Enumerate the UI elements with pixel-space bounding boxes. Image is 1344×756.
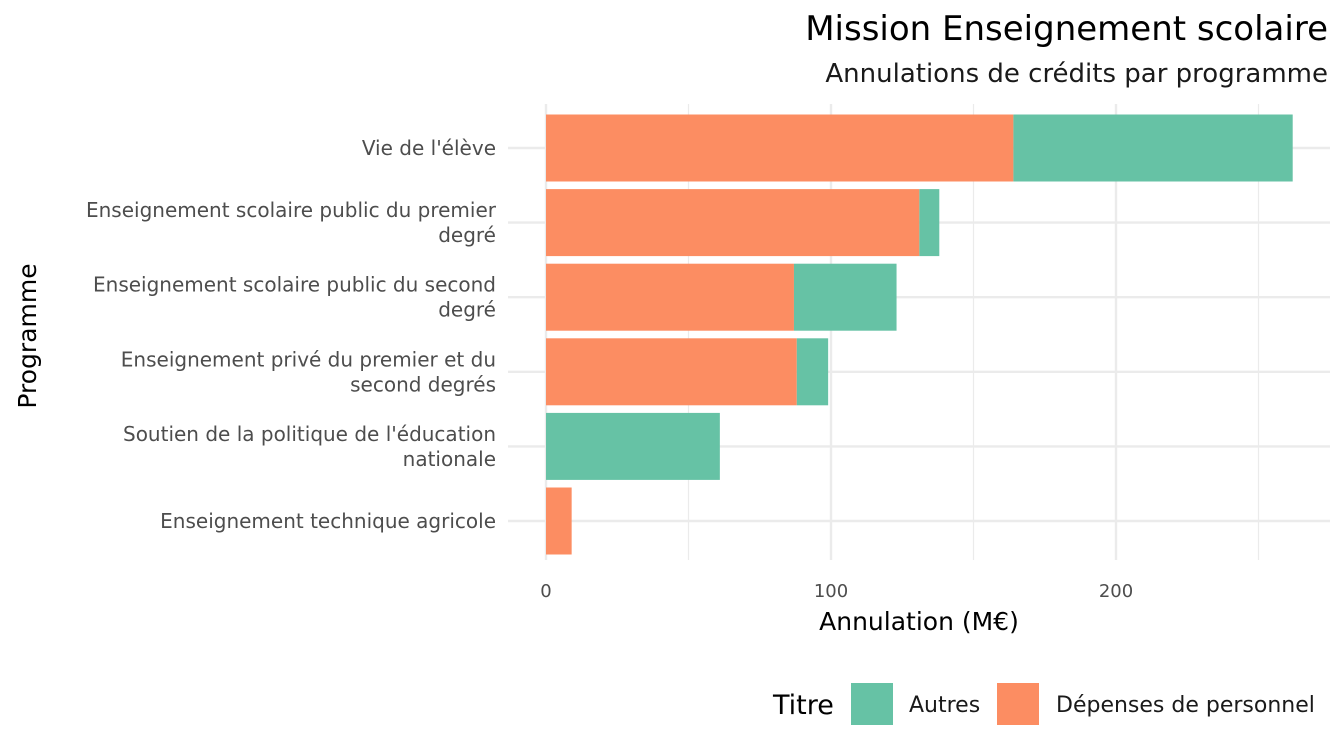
- y-tick-label: Enseignement scolaire public du second: [93, 273, 496, 297]
- legend-label: Autres: [909, 693, 980, 718]
- y-tick-label: Soutien de la politique de l'éducation: [123, 422, 496, 446]
- bars: [546, 114, 1293, 555]
- x-tick-label: 100: [814, 581, 848, 602]
- legend-title: Titre: [772, 690, 834, 721]
- y-axis-labels: Vie de l'élève Enseignement scolaire publ…: [86, 136, 497, 533]
- y-tick-label: Enseignement technique agricole: [160, 509, 496, 533]
- x-axis-title: Annulation (M€): [819, 607, 1019, 636]
- bar-autres: [1013, 114, 1293, 182]
- y-tick-label: degré: [438, 298, 496, 322]
- bar-d-penses-de-personnel: [546, 338, 797, 406]
- x-tick-label: 0: [540, 581, 551, 602]
- bar-d-penses-de-personnel: [546, 114, 1014, 182]
- bar-autres: [796, 338, 829, 406]
- legend: Titre Autres Dépenses de personnel: [772, 683, 1315, 725]
- y-tick-label: second degrés: [350, 372, 496, 396]
- y-tick-label: Vie de l'élève: [362, 136, 496, 160]
- bar-autres: [546, 412, 720, 480]
- y-tick-label: degré: [438, 223, 496, 247]
- bar-autres: [793, 263, 897, 331]
- bar-d-penses-de-personnel: [546, 189, 920, 257]
- y-tick-label: nationale: [403, 447, 496, 471]
- x-tick-label: 200: [1099, 581, 1133, 602]
- y-tick-label: Enseignement privé du premier et du: [121, 347, 496, 371]
- legend-key: [997, 683, 1039, 725]
- bar-d-penses-de-personnel: [546, 263, 794, 331]
- chart-subtitle: Annulations de crédits par programme: [825, 59, 1328, 89]
- x-axis-ticks: 0 100 200: [540, 581, 1133, 602]
- y-axis-title: Programme: [13, 263, 42, 408]
- bar-autres: [919, 189, 940, 257]
- y-tick-label: Enseignement scolaire public du premier: [86, 198, 497, 222]
- bar-d-penses-de-personnel: [546, 487, 572, 555]
- legend-label: Dépenses de personnel: [1056, 693, 1315, 718]
- legend-key: [851, 683, 893, 725]
- chart-title: Mission Enseignement scolaire: [805, 9, 1328, 49]
